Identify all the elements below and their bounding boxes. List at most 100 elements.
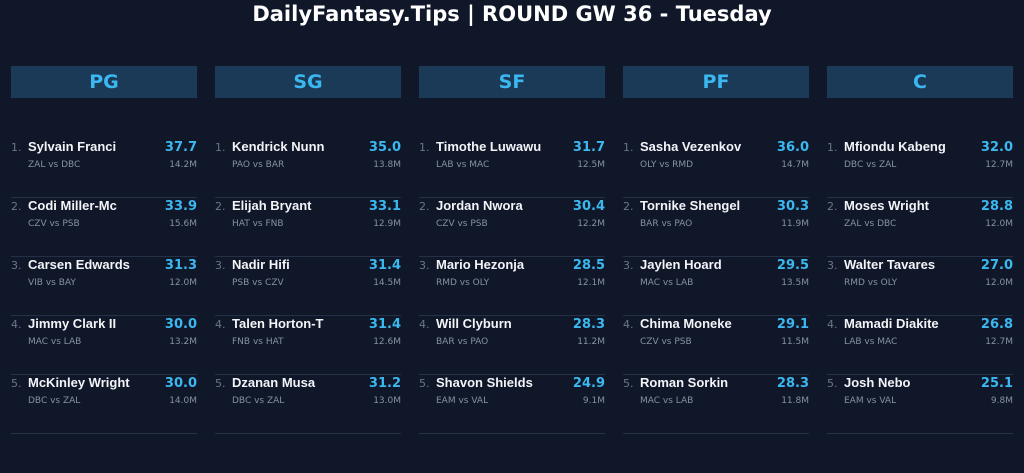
- player-matchup: MAC vs LAB: [28, 337, 82, 347]
- player-salary: 11.2M: [577, 337, 605, 347]
- player-row[interactable]: 3. Mario Hezonja 28.5 RMD vs OLY 12.1M: [419, 257, 605, 316]
- player-salary: 9.1M: [582, 396, 605, 406]
- player-salary: 12.7M: [985, 160, 1013, 170]
- player-rank: 5.: [419, 377, 430, 390]
- player-row[interactable]: 3. Walter Tavares 27.0 RMD vs OLY 12.0M: [827, 257, 1013, 316]
- player-rank: 3.: [623, 259, 634, 272]
- player-salary: 11.5M: [781, 337, 809, 347]
- player-score: 31.2: [368, 376, 401, 391]
- player-matchup: BAR vs PAO: [436, 337, 489, 347]
- player-row[interactable]: 2. Tornike Shengel 30.3 BAR vs PAO 11.9M: [623, 198, 809, 257]
- player-row[interactable]: 1. Kendrick Nunn 35.0 PAO vs BAR 13.8M: [215, 139, 401, 198]
- player-rank: 5.: [11, 377, 22, 390]
- player-row[interactable]: 4. Talen Horton-T 31.4 FNB vs HAT 12.6M: [215, 316, 401, 375]
- position-header: C: [827, 66, 1013, 98]
- player-score: 30.0: [164, 376, 197, 391]
- position-header: SF: [419, 66, 605, 98]
- player-row[interactable]: 1. Sylvain Franci 37.7 ZAL vs DBC 14.2M: [11, 139, 197, 198]
- position-column-sf: SF 1. Timothe Luwawu 31.7 LAB vs MAC 12.…: [419, 66, 605, 434]
- player-matchup: MAC vs LAB: [640, 278, 694, 288]
- player-row[interactable]: 2. Jordan Nwora 30.4 CZV vs PSB 12.2M: [419, 198, 605, 257]
- player-name: Mamadi Diakite: [844, 316, 939, 331]
- player-row[interactable]: 2. Elijah Bryant 33.1 HAT vs FNB 12.9M: [215, 198, 401, 257]
- player-rank: 3.: [419, 259, 430, 272]
- player-matchup: OLY vs RMD: [640, 160, 694, 170]
- player-rank: 3.: [11, 259, 22, 272]
- position-column-pg: PG 1. Sylvain Franci 37.7 ZAL vs DBC 14.…: [11, 66, 197, 434]
- player-matchup: FNB vs HAT: [232, 337, 284, 347]
- position-header: PG: [11, 66, 197, 98]
- player-rank: 4.: [215, 318, 226, 331]
- player-rank: 4.: [419, 318, 430, 331]
- player-row[interactable]: 3. Nadir Hifi 31.4 PSB vs CZV 14.5M: [215, 257, 401, 316]
- player-row[interactable]: 5. Shavon Shields 24.9 EAM vs VAL 9.1M: [419, 375, 605, 434]
- player-row[interactable]: 4. Will Clyburn 28.3 BAR vs PAO 11.2M: [419, 316, 605, 375]
- player-salary: 12.7M: [985, 337, 1013, 347]
- player-row[interactable]: 4. Chima Moneke 29.1 CZV vs PSB 11.5M: [623, 316, 809, 375]
- player-matchup: RMD vs OLY: [436, 278, 490, 288]
- player-score: 31.4: [368, 258, 401, 273]
- player-matchup: HAT vs FNB: [232, 219, 284, 229]
- player-matchup: CZV vs PSB: [28, 219, 80, 229]
- player-name: Dzanan Musa: [232, 375, 316, 390]
- player-score: 31.4: [368, 317, 401, 332]
- player-row[interactable]: 4. Mamadi Diakite 26.8 LAB vs MAC 12.7M: [827, 316, 1013, 375]
- player-rank: 5.: [827, 377, 838, 390]
- player-name: Timothe Luwawu: [436, 139, 542, 154]
- player-rank: 2.: [827, 200, 838, 213]
- player-matchup: DBC vs ZAL: [844, 160, 897, 170]
- player-name: Tornike Shengel: [640, 198, 741, 213]
- page-title: DailyFantasy.Tips | ROUND GW 36 - Tuesda…: [252, 2, 772, 26]
- player-name: Jimmy Clark II: [28, 316, 117, 331]
- player-row[interactable]: 2. Codi Miller-Mc 33.9 CZV vs PSB 15.6M: [11, 198, 197, 257]
- player-matchup: CZV vs PSB: [436, 219, 488, 229]
- player-score: 24.9: [572, 376, 605, 391]
- player-matchup: EAM vs VAL: [844, 396, 897, 406]
- player-salary: 11.9M: [781, 219, 809, 229]
- player-rank: 1.: [11, 141, 22, 154]
- player-row[interactable]: 3. Jaylen Hoard 29.5 MAC vs LAB 13.5M: [623, 257, 809, 316]
- player-row[interactable]: 1. Sasha Vezenkov 36.0 OLY vs RMD 14.7M: [623, 139, 809, 198]
- player-salary: 12.0M: [985, 219, 1013, 229]
- player-name: Sasha Vezenkov: [640, 139, 742, 154]
- player-rank: 1.: [419, 141, 430, 154]
- player-salary: 13.8M: [373, 160, 401, 170]
- player-rank: 3.: [215, 259, 226, 272]
- player-row[interactable]: 2. Moses Wright 28.8 ZAL vs DBC 12.0M: [827, 198, 1013, 257]
- player-name: Walter Tavares: [844, 257, 936, 272]
- player-salary: 14.0M: [169, 396, 197, 406]
- player-row[interactable]: 1. Mfiondu Kabeng 32.0 DBC vs ZAL 12.7M: [827, 139, 1013, 198]
- player-score: 31.7: [572, 140, 605, 155]
- player-name: Kendrick Nunn: [232, 139, 325, 154]
- player-salary: 12.6M: [373, 337, 401, 347]
- player-score: 29.1: [776, 317, 809, 332]
- player-name: Codi Miller-Mc: [28, 198, 117, 213]
- player-salary: 14.5M: [373, 278, 401, 288]
- player-score: 27.0: [980, 258, 1013, 273]
- player-salary: 9.8M: [990, 396, 1013, 406]
- player-score: 33.9: [164, 199, 197, 214]
- player-row[interactable]: 4. Jimmy Clark II 30.0 MAC vs LAB 13.2M: [11, 316, 197, 375]
- player-score: 35.0: [368, 140, 401, 155]
- player-rank: 3.: [827, 259, 838, 272]
- player-score: 37.7: [164, 140, 197, 155]
- player-matchup: RMD vs OLY: [844, 278, 898, 288]
- player-rank: 2.: [11, 200, 22, 213]
- player-matchup: BAR vs PAO: [640, 219, 693, 229]
- player-salary: 12.0M: [169, 278, 197, 288]
- player-score: 26.8: [980, 317, 1013, 332]
- player-row[interactable]: 5. McKinley Wright 30.0 DBC vs ZAL 14.0M: [11, 375, 197, 434]
- player-salary: 11.8M: [781, 396, 809, 406]
- player-row[interactable]: 1. Timothe Luwawu 31.7 LAB vs MAC 12.5M: [419, 139, 605, 198]
- player-row[interactable]: 3. Carsen Edwards 31.3 VIB vs BAY 12.0M: [11, 257, 197, 316]
- player-row[interactable]: 5. Roman Sorkin 28.3 MAC vs LAB 11.8M: [623, 375, 809, 434]
- player-name: Roman Sorkin: [640, 375, 729, 390]
- player-matchup: DBC vs ZAL: [232, 396, 285, 406]
- player-name: Will Clyburn: [436, 316, 512, 331]
- player-score: 33.1: [368, 199, 401, 214]
- player-name: Elijah Bryant: [232, 198, 312, 213]
- player-salary: 12.1M: [577, 278, 605, 288]
- player-row[interactable]: 5. Josh Nebo 25.1 EAM vs VAL 9.8M: [827, 375, 1013, 434]
- player-score: 29.5: [776, 258, 809, 273]
- player-row[interactable]: 5. Dzanan Musa 31.2 DBC vs ZAL 13.0M: [215, 375, 401, 434]
